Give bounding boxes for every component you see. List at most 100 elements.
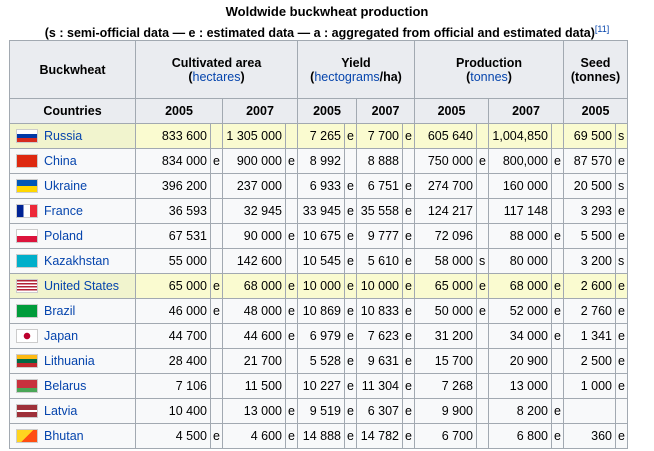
value-cell: 1 341	[563, 323, 616, 349]
value-cell: 10 675	[297, 223, 345, 249]
header-production-2005: 2005	[414, 98, 489, 124]
header-yield-2007: 2007	[356, 98, 415, 124]
country-link[interactable]: Kazakhstan	[44, 253, 110, 268]
flag-code-cell: e	[402, 123, 415, 149]
header-seed: Seed (tonnes)	[563, 40, 628, 99]
value-cell: 800,000	[488, 148, 552, 174]
country-cell: Ukraine	[9, 173, 136, 199]
value-cell: 20 500	[563, 173, 616, 199]
flag-code-cell: e	[402, 298, 415, 324]
flag-code-cell: e	[344, 373, 357, 399]
value-cell: 80 000	[488, 248, 552, 274]
flag-code-cell: e	[615, 373, 628, 399]
flag-icon	[16, 179, 38, 194]
flag-code-cell: e	[551, 273, 564, 299]
value-cell: 10 000	[356, 273, 403, 299]
flag-code-cell: e	[615, 323, 628, 349]
country-link[interactable]: Poland	[44, 228, 83, 243]
flag-code-cell	[476, 323, 489, 349]
flag-code-cell: e	[210, 148, 223, 174]
value-cell: 4 500	[135, 423, 211, 449]
value-cell: 58 000	[414, 248, 477, 274]
country-link[interactable]: Russia	[44, 128, 83, 143]
caption-subtitle: (s : semi-official data — e : estimated …	[44, 24, 610, 41]
value-cell: 3 200	[563, 248, 616, 274]
flag-code-cell: e	[402, 373, 415, 399]
flag-code-cell: e	[210, 423, 223, 449]
flag-code-cell	[551, 248, 564, 274]
country-cell: China	[9, 148, 136, 174]
flag-code-cell: e	[402, 173, 415, 199]
country-link[interactable]: Japan	[44, 328, 79, 343]
hectograms-link[interactable]: hectograms	[314, 69, 380, 84]
country-cell: Lithuania	[9, 348, 136, 374]
value-cell: 13 000	[222, 398, 286, 424]
value-cell: 3 293	[563, 198, 616, 224]
value-cell: 48 000	[222, 298, 286, 324]
flag-code-cell: e	[285, 398, 298, 424]
header-cultivated-area: Cultivated area (hectares)	[135, 40, 298, 99]
value-cell: 1,004,850	[488, 123, 552, 149]
flag-code-cell	[476, 123, 489, 149]
value-cell: 50 000	[414, 298, 477, 324]
flag-code-cell	[551, 348, 564, 374]
flag-code-cell: e	[402, 348, 415, 374]
value-cell: 124 217	[414, 198, 477, 224]
country-link[interactable]: France	[44, 203, 83, 218]
flag-icon	[16, 429, 38, 444]
flag-icon	[16, 404, 38, 419]
flag-code-cell: e	[285, 298, 298, 324]
value-cell: 5 610	[356, 248, 403, 274]
country-cell: Bhutan	[9, 423, 136, 449]
flag-code-cell: e	[285, 323, 298, 349]
value-cell: 117 148	[488, 198, 552, 224]
country-link[interactable]: China	[44, 153, 77, 168]
value-cell: 2 760	[563, 298, 616, 324]
flag-code-cell: e	[615, 298, 628, 324]
flag-icon	[16, 279, 38, 294]
value-cell: 396 200	[135, 173, 211, 199]
header-production-2007: 2007	[488, 98, 564, 124]
reference-link[interactable]: [11]	[594, 24, 610, 34]
header-area-2007: 2007	[222, 98, 298, 124]
value-cell: 87 570	[563, 148, 616, 174]
country-link[interactable]: Lithuania	[44, 353, 95, 368]
country-link[interactable]: Latvia	[44, 403, 78, 418]
country-cell: Belarus	[9, 373, 136, 399]
flag-code-cell	[210, 323, 223, 349]
country-link[interactable]: Bhutan	[44, 428, 84, 443]
value-cell: 7 265	[297, 123, 345, 149]
table-row: Japan 44 700 44 600 e 6 979 e 7 623 e 31 200 34 0…	[9, 323, 628, 349]
country-link[interactable]: Ukraine	[44, 178, 88, 193]
value-cell: 9 777	[356, 223, 403, 249]
header-buckwheat: Buckwheat	[9, 40, 136, 99]
flag-code-cell: e	[476, 273, 489, 299]
value-cell: 36 593	[135, 198, 211, 224]
country-cell: Russia	[9, 123, 136, 149]
flag-code-cell: e	[285, 148, 298, 174]
flag-icon	[16, 254, 38, 269]
value-cell: 13 000	[488, 373, 552, 399]
flag-code-cell: e	[615, 198, 628, 224]
table-row: Bhutan 4 500 e 4 600 e 14 888 e 14 782 e 6 700 6 8…	[9, 423, 628, 449]
flag-icon	[16, 204, 38, 219]
buckwheat-production-table: Buckwheat Cultivated area (hectares) Yie…	[9, 40, 628, 449]
flag-icon	[16, 329, 38, 344]
header-area-2005: 2005	[135, 98, 223, 124]
value-cell: 44 600	[222, 323, 286, 349]
country-link[interactable]: Belarus	[44, 378, 87, 393]
tonnes-link[interactable]: tonnes	[470, 69, 508, 84]
hectares-link[interactable]: hectares	[192, 69, 241, 84]
flag-code-cell	[476, 373, 489, 399]
flag-code-cell	[476, 173, 489, 199]
value-cell: 8 200	[488, 398, 552, 424]
flag-code-cell: e	[344, 173, 357, 199]
flag-code-cell: e	[344, 323, 357, 349]
flag-icon	[16, 129, 38, 144]
flag-code-cell	[476, 223, 489, 249]
value-cell: 55 000	[135, 248, 211, 274]
country-link[interactable]: United States	[44, 278, 120, 293]
table-row: Latvia 10 400 13 000 e 9 519 e 6 307 e 9 900 8 20…	[9, 398, 628, 424]
value-cell: 52 000	[488, 298, 552, 324]
country-link[interactable]: Brazil	[44, 303, 76, 318]
